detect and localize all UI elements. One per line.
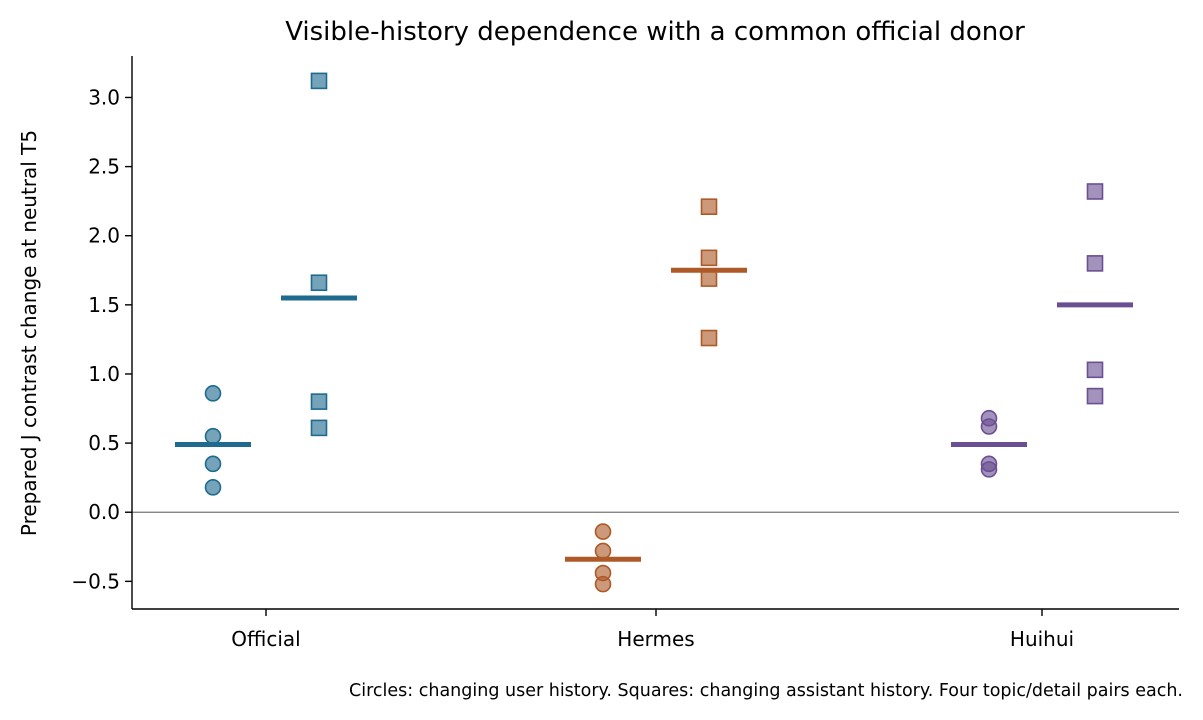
data-point-square-hermes [700, 329, 718, 347]
data-point-square-hermes [700, 198, 718, 215]
footnote: Circles: changing user history. Squares:… [349, 681, 1183, 701]
data-point-square-huihui [1086, 361, 1104, 379]
y-tick-label: 0.5 [88, 431, 120, 455]
data-point-square-huihui [1086, 387, 1104, 405]
data-point-square-huihui [1086, 255, 1104, 272]
data-point-circle-huihui [980, 418, 998, 435]
data-point-circle-hermes [594, 523, 612, 540]
y-tick-label: 0.0 [88, 500, 120, 524]
data-point-circle-official [204, 427, 222, 445]
data-point-square-hermes [700, 249, 718, 267]
data-point-square-huihui [1086, 183, 1104, 200]
data-point-square-official [310, 72, 328, 90]
y-tick-label: 1.5 [88, 293, 120, 317]
x-tick-label: Official [231, 627, 300, 651]
data-point-circle-official [204, 479, 222, 496]
y-tick-label: 3.0 [88, 85, 120, 109]
chart-title: Visible-history dependence with a common… [285, 17, 1025, 47]
data-point-square-official [310, 274, 328, 292]
x-tick-label: Hermes [617, 627, 694, 651]
data-point-square-official [310, 393, 328, 410]
plot-area: −0.5 0.0 0.5 1.0 1.5 2.0 2.5 3.0 Official Hermes H… [71, 56, 1179, 651]
data-point-circle-hermes [594, 575, 612, 593]
y-tick-label: −0.5 [71, 569, 120, 593]
y-tick-label: 2.0 [88, 224, 120, 248]
data-point-square-hermes [700, 270, 718, 287]
y-tick-label: 2.5 [88, 155, 120, 179]
y-tick-label: 1.0 [88, 362, 120, 386]
x-tick-label: Huihui [1010, 627, 1074, 651]
data-point-circle-official [204, 455, 222, 473]
data-point-circle-huihui [980, 461, 998, 478]
data-point-circle-official [204, 385, 222, 402]
y-axis-label: Prepared J contrast change at neutral T5 [17, 130, 41, 536]
data-point-square-official [310, 419, 328, 437]
data-point-circle-hermes [594, 542, 612, 560]
